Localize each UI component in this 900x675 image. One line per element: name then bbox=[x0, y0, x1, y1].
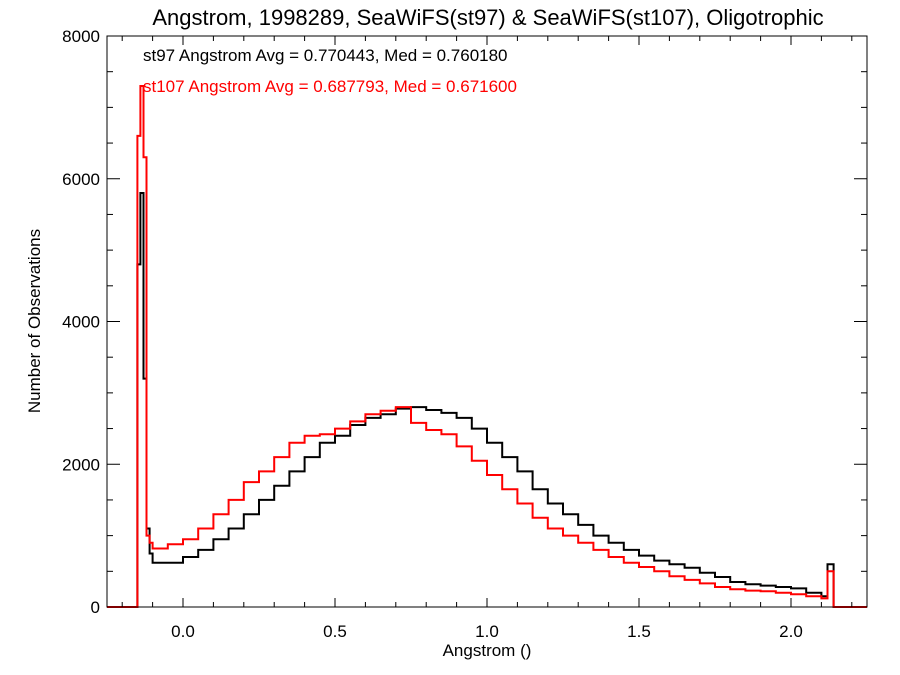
chart-title: Angstrom, 1998289, SeaWiFS(st97) & SeaWi… bbox=[152, 5, 823, 30]
tick-layer: 0.0 0.5 1.0 1.5 2.0 0 2000 4000 6000 8000 bbox=[62, 27, 867, 641]
y-tick-label: 8000 bbox=[62, 27, 100, 46]
series-layer bbox=[107, 85, 867, 608]
x-tick-label: 0.5 bbox=[323, 622, 347, 641]
y-tick-label: 2000 bbox=[62, 455, 100, 474]
y-axis-title: Number of Observations bbox=[25, 229, 44, 413]
x-tick-label: 2.0 bbox=[779, 622, 803, 641]
x-tick-label: 1.5 bbox=[627, 622, 651, 641]
x-axis-title: Angstrom () bbox=[443, 641, 532, 660]
y-tick-label: 4000 bbox=[62, 313, 100, 332]
x-tick-label: 1.0 bbox=[475, 622, 499, 641]
y-tick-label: 0 bbox=[91, 598, 100, 617]
st97-stats-annotation: st97 Angstrom Avg = 0.770443, Med = 0.76… bbox=[143, 46, 508, 65]
x-tick-label: 0.0 bbox=[171, 622, 195, 641]
st107-stats-annotation: st107 Angstrom Avg = 0.687793, Med = 0.6… bbox=[143, 77, 517, 96]
series-line-0 bbox=[107, 192, 867, 608]
y-tick-label: 6000 bbox=[62, 170, 100, 189]
series-line-1 bbox=[107, 85, 867, 608]
